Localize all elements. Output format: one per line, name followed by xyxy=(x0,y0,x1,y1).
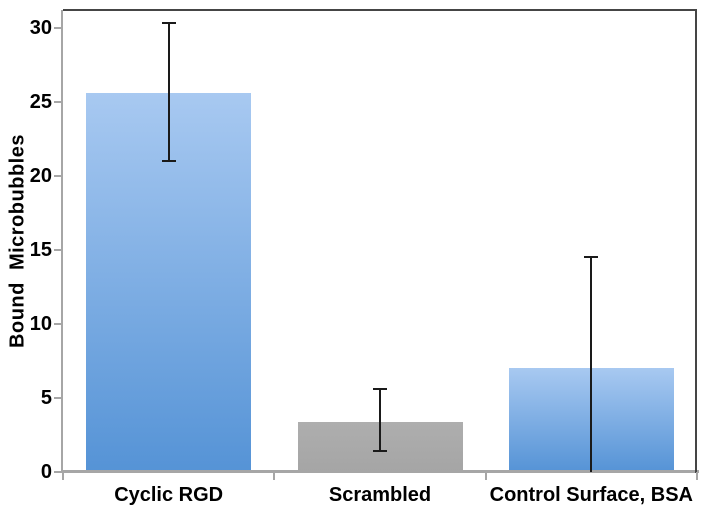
x-axis-line xyxy=(61,470,699,473)
y-tick-label: 20 xyxy=(29,164,52,187)
plot-border-top xyxy=(63,9,697,11)
y-tick-label: 10 xyxy=(29,312,52,335)
y-tick-label: 25 xyxy=(29,90,52,113)
error-bar-cap-low-0 xyxy=(161,160,176,163)
error-bar-cap-high-2 xyxy=(584,256,599,259)
y-tick xyxy=(54,396,61,399)
error-bar-cap-high-1 xyxy=(373,388,387,391)
y-tick-label: 15 xyxy=(29,238,52,261)
y-axis-line xyxy=(61,10,63,472)
error-bar-line-1 xyxy=(379,389,381,452)
x-category-label-1: Scrambled xyxy=(328,484,432,506)
y-tick-label: 30 xyxy=(29,16,52,39)
error-bar-cap-low-1 xyxy=(373,450,387,453)
plot-border-right xyxy=(695,9,697,473)
error-bar-line-0 xyxy=(167,23,170,162)
y-tick xyxy=(54,471,61,473)
y-tick xyxy=(54,100,61,103)
y-tick-label: 5 xyxy=(40,386,52,409)
error-bar-line-2 xyxy=(590,257,593,472)
x-category-label-0: Cyclic RGD xyxy=(114,484,224,506)
x-tick xyxy=(696,472,698,480)
y-tick xyxy=(54,322,61,325)
error-bar-cap-high-0 xyxy=(161,22,176,25)
x-tick xyxy=(484,472,487,480)
y-tick xyxy=(54,26,61,29)
x-tick xyxy=(62,472,64,480)
x-tick xyxy=(273,472,276,480)
y-tick xyxy=(54,248,61,251)
y-tick-label: 0 xyxy=(40,461,52,483)
y-tick xyxy=(54,174,61,177)
x-category-label-2: Control Surface, BSA xyxy=(489,484,693,506)
